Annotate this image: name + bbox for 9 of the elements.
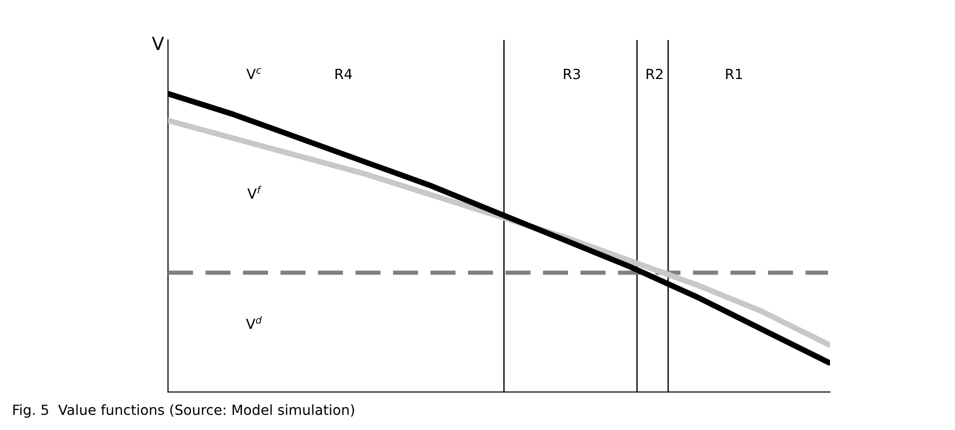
text: V$^{c}$ xyxy=(246,68,262,79)
text: R4 xyxy=(336,68,352,80)
annotation: V$^{f}$ xyxy=(247,186,262,199)
caption: Fig. 5 Value functions (Source: Model simulation) xyxy=(13,404,354,418)
text: R1 xyxy=(726,68,742,80)
text: R2 xyxy=(646,68,662,80)
y-axis-title: V xyxy=(152,36,164,50)
annotation: V$^{d}$ xyxy=(246,316,262,329)
text: R3 xyxy=(564,68,580,80)
